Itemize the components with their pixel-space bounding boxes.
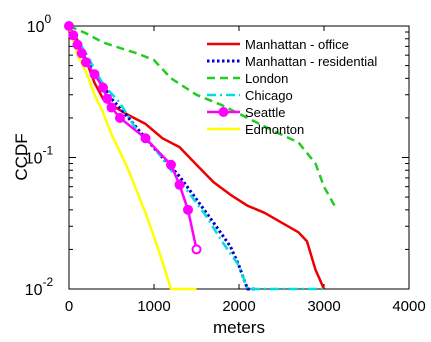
y-tick-label: 10-1: [25, 144, 54, 168]
series-point: [183, 204, 193, 215]
series-point: [64, 21, 74, 31]
legend-label: Seattle: [245, 105, 285, 120]
series-point: [106, 102, 117, 113]
series-point: [89, 69, 100, 80]
series-line: [67, 25, 197, 291]
series-line: [67, 25, 326, 290]
legend-label: Chicago: [245, 88, 293, 103]
y-tick-label: 100: [27, 12, 52, 36]
y-tick-group: 100 10-1 10-2: [25, 12, 409, 299]
series-point: [102, 93, 113, 104]
legend-label: Manhattan - residential: [245, 54, 377, 69]
series-point: [174, 179, 185, 190]
x-tick-label: 0: [65, 298, 73, 315]
series-point: [68, 30, 79, 41]
series-point: [72, 39, 83, 50]
series-lines: [67, 24, 338, 291]
series-point: [81, 57, 91, 68]
x-tick-label: 4000: [392, 298, 425, 315]
series-markers: [64, 21, 202, 255]
x-tick-label: 2000: [222, 298, 255, 315]
legend-marker: [218, 107, 229, 117]
legend: Manhattan - office Manhattan - residentia…: [207, 37, 377, 137]
series-line: [68, 24, 338, 211]
x-tick-group: 0 1000 2000 3000 4000: [65, 26, 426, 315]
series-point: [191, 244, 202, 255]
series-point: [98, 82, 108, 93]
x-tick-label: 3000: [307, 298, 340, 315]
y-axis-label: CCDF: [12, 133, 31, 180]
legend-label: Manhattan - office: [245, 37, 349, 52]
legend-label: Edmonton: [245, 122, 304, 137]
x-axis-label: meters: [213, 318, 265, 337]
series-point: [76, 48, 87, 59]
legend-label: London: [245, 71, 288, 86]
y-tick-label: 10-2: [25, 275, 54, 299]
x-tick-label: 1000: [137, 298, 170, 315]
series-point: [166, 159, 176, 170]
series-point: [140, 133, 151, 144]
series-point: [115, 112, 125, 123]
